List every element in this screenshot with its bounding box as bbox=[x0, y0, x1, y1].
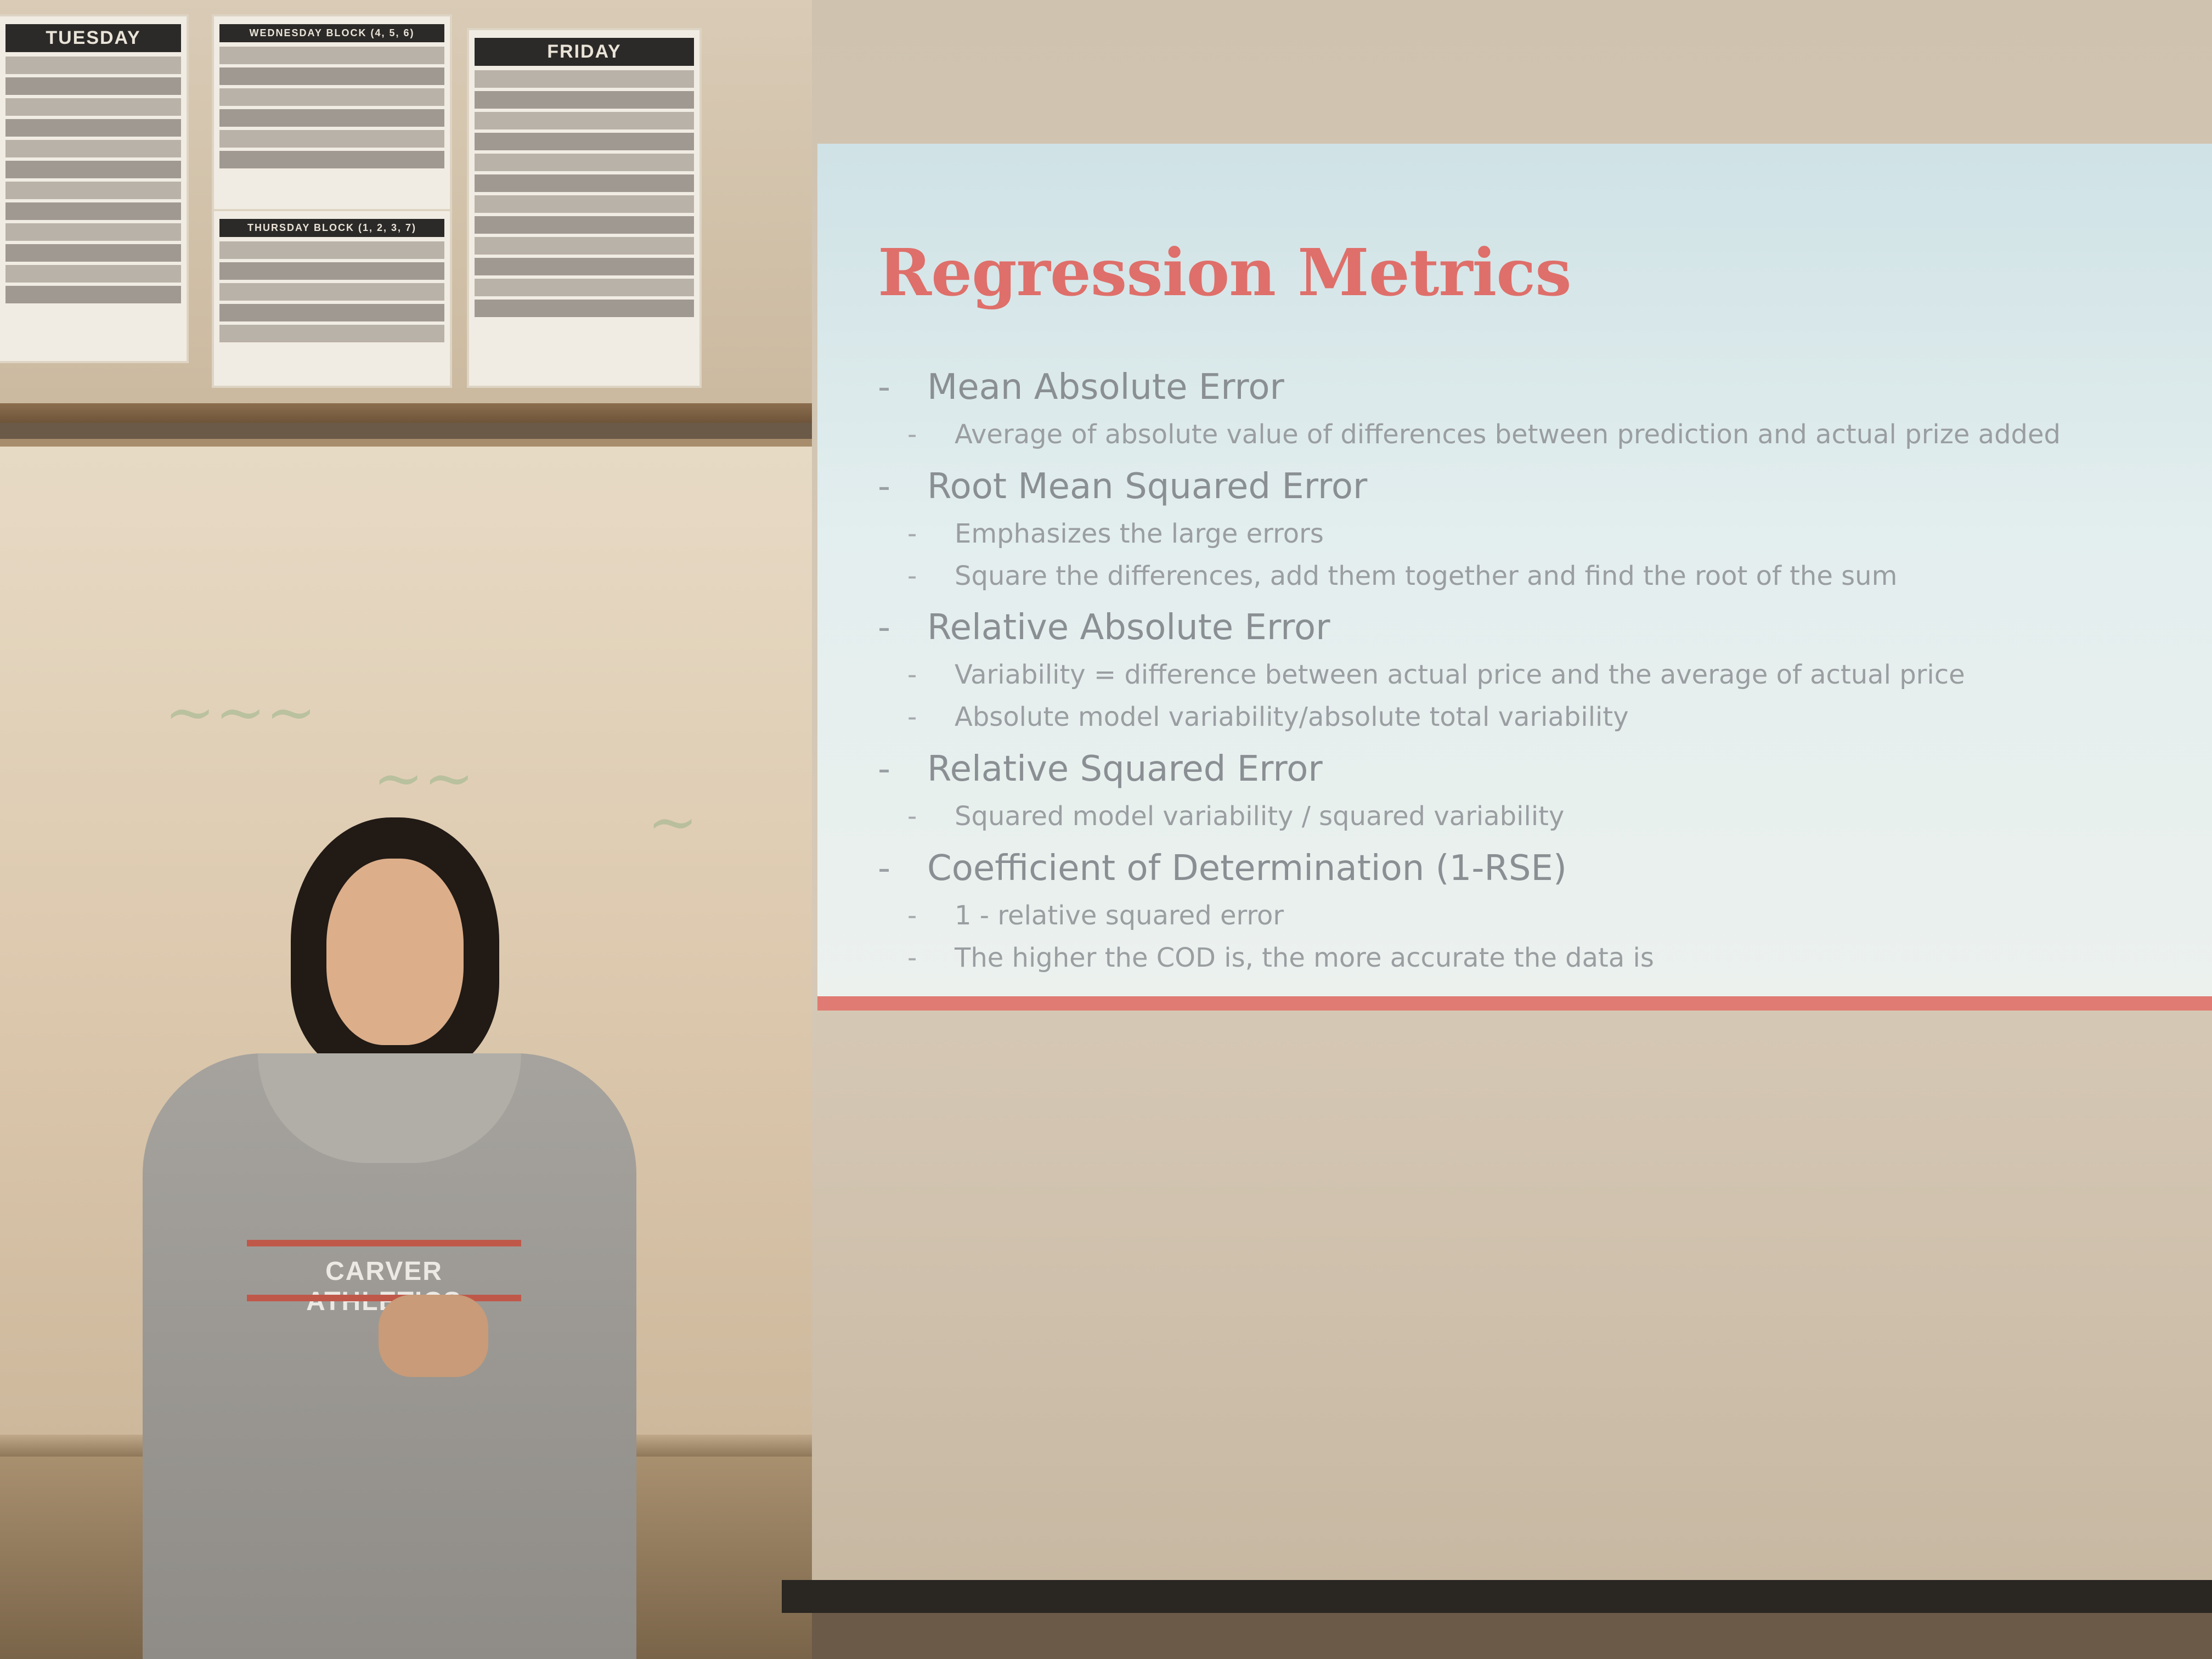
sub-bullet-text: Square the differences, add them togethe… bbox=[878, 555, 2212, 597]
schedule-rows bbox=[475, 70, 694, 317]
board-rail bbox=[0, 403, 817, 423]
schedule-tuesday: TUESDAY bbox=[0, 16, 187, 361]
bullet-text: Coefficient of Determination (1-RSE) bbox=[878, 847, 2212, 890]
presenter-hoodie: CARVER ATHLETICS bbox=[143, 1053, 636, 1659]
slide-title: Regression Metrics bbox=[878, 234, 1572, 311]
sub-bullets: Average of absolute value of differences… bbox=[878, 414, 2212, 456]
schedule-friday: FRIDAY bbox=[469, 30, 699, 386]
bullet-item: Relative Squared Error Squared model var… bbox=[878, 747, 2212, 838]
bullet-text: Root Mean Squared Error bbox=[878, 465, 2212, 509]
screen-bottom-bar bbox=[782, 1580, 2212, 1613]
sub-bullet-text: Average of absolute value of differences… bbox=[878, 414, 2212, 456]
schedule-wednesday: WEDNESDAY BLOCK (4, 5, 6) bbox=[214, 16, 450, 213]
slide-bullets: Mean Absolute Error Average of absolute … bbox=[878, 365, 2212, 979]
hoodie-stripe bbox=[247, 1295, 521, 1301]
presenter-face bbox=[326, 859, 464, 1045]
schedule-friday-title: FRIDAY bbox=[475, 38, 694, 66]
sub-bullet-text: The higher the COD is, the more accurate… bbox=[878, 937, 2212, 979]
schedule-tuesday-title: TUESDAY bbox=[5, 24, 181, 52]
schedule-wednesday-title: WEDNESDAY BLOCK (4, 5, 6) bbox=[219, 24, 444, 42]
schedule-rows bbox=[219, 241, 444, 342]
bullet-item: Coefficient of Determination (1-RSE) 1 -… bbox=[878, 847, 2212, 979]
sub-bullet-text: Variability = difference between actual … bbox=[878, 654, 2212, 696]
hoodie-stripe bbox=[247, 1240, 521, 1246]
bullet-item: Relative Absolute Error Variability = di… bbox=[878, 606, 2212, 738]
schedule-thursday: THURSDAY BLOCK (1, 2, 3, 7) bbox=[214, 211, 450, 386]
chalk-marks: ~~~ bbox=[165, 677, 317, 747]
bullet-item: Mean Absolute Error Average of absolute … bbox=[878, 365, 2212, 456]
presenter-hands bbox=[379, 1295, 488, 1377]
bullet-text: Mean Absolute Error bbox=[878, 365, 2212, 409]
sub-bullets: Squared model variability / squared vari… bbox=[878, 795, 2212, 838]
sub-bullet-text: Squared model variability / squared vari… bbox=[878, 795, 2212, 838]
sub-bullets: Emphasizes the large errors Square the d… bbox=[878, 513, 2212, 597]
schedule-thursday-title: THURSDAY BLOCK (1, 2, 3, 7) bbox=[219, 219, 444, 237]
bullet-text: Relative Squared Error bbox=[878, 747, 2212, 791]
chalk-marks: ~ bbox=[647, 787, 698, 857]
projected-slide: Regression Metrics Mean Absolute Error A… bbox=[817, 144, 2212, 1011]
sub-bullets: Variability = difference between actual … bbox=[878, 654, 2212, 738]
sub-bullet-text: 1 - relative squared error bbox=[878, 895, 2212, 937]
sub-bullets: 1 - relative squared error The higher th… bbox=[878, 895, 2212, 979]
schedule-rows bbox=[219, 47, 444, 168]
sub-bullet-text: Emphasizes the large errors bbox=[878, 513, 2212, 555]
chalk-marks: ~~ bbox=[373, 743, 475, 813]
hoodie-hood bbox=[258, 1053, 521, 1163]
bullet-item: Root Mean Squared Error Emphasizes the l… bbox=[878, 465, 2212, 597]
sub-bullet-text: Absolute model variability/absolute tota… bbox=[878, 696, 2212, 738]
bullet-text: Relative Absolute Error bbox=[878, 606, 2212, 650]
schedule-rows bbox=[5, 57, 181, 303]
slide-accent-bar bbox=[817, 996, 2212, 1011]
presenter: CARVER ATHLETICS bbox=[143, 817, 636, 1659]
